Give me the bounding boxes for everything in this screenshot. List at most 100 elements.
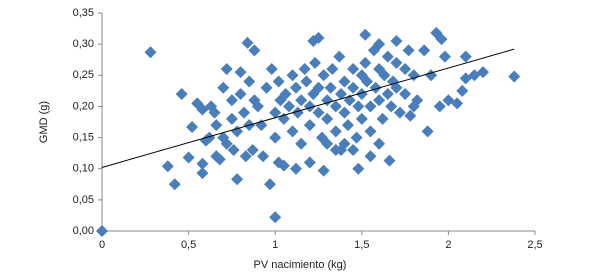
point: [381, 87, 394, 100]
point: [399, 63, 412, 76]
point: [248, 44, 261, 57]
point: [341, 119, 354, 132]
y-tick-label: 0,10: [73, 163, 94, 175]
point: [347, 144, 360, 157]
y-tick-label: 0,25: [73, 69, 94, 81]
point: [260, 81, 273, 94]
point: [435, 33, 448, 46]
point: [238, 106, 251, 119]
point: [257, 150, 270, 163]
point: [352, 162, 365, 175]
point: [208, 106, 221, 119]
point: [451, 97, 464, 110]
point: [376, 112, 389, 125]
point: [359, 28, 372, 41]
point: [433, 100, 446, 113]
point: [225, 94, 238, 107]
y-axis-label: GMD (g): [38, 101, 50, 143]
point: [347, 81, 360, 94]
point: [303, 100, 316, 113]
y-tick-label: 0,15: [73, 131, 94, 143]
point: [383, 154, 396, 167]
point: [161, 160, 174, 173]
y-tick-label: 0,30: [73, 38, 94, 50]
point: [283, 100, 296, 113]
point: [333, 50, 346, 63]
point: [269, 106, 282, 119]
point: [303, 156, 316, 169]
point: [289, 162, 302, 175]
x-tick-label: 1: [272, 239, 278, 251]
point: [329, 125, 342, 138]
point: [196, 167, 209, 180]
point: [291, 106, 304, 119]
point: [324, 81, 337, 94]
point: [315, 131, 328, 144]
point: [277, 159, 290, 172]
point: [243, 75, 256, 88]
point: [360, 75, 373, 88]
point: [418, 44, 431, 57]
point: [385, 100, 398, 113]
point: [369, 81, 382, 94]
point: [312, 31, 325, 44]
point: [355, 87, 368, 100]
point: [168, 178, 181, 191]
point: [144, 46, 157, 59]
point: [508, 70, 521, 83]
point: [309, 56, 322, 69]
point: [335, 144, 348, 157]
point: [459, 50, 472, 63]
point: [335, 87, 348, 100]
point: [373, 137, 386, 150]
point: [231, 173, 244, 186]
point: [239, 150, 252, 163]
point: [213, 153, 226, 166]
point: [217, 81, 230, 94]
point: [347, 63, 360, 76]
point: [234, 66, 247, 79]
point: [286, 69, 299, 82]
x-axis-label: PV nacimiento (kg): [254, 259, 347, 271]
point: [390, 81, 403, 94]
point: [265, 63, 278, 76]
point: [399, 87, 412, 100]
point: [203, 131, 216, 144]
x-tick-label: 0: [99, 239, 105, 251]
point: [364, 100, 377, 113]
point: [286, 125, 299, 138]
point: [390, 56, 403, 69]
point: [317, 69, 330, 82]
point: [359, 56, 372, 69]
point: [227, 144, 240, 157]
point: [220, 137, 233, 150]
point: [277, 112, 290, 125]
point: [378, 69, 391, 82]
point: [355, 112, 368, 125]
point: [352, 100, 365, 113]
y-tick-label: 0,00: [73, 225, 94, 237]
point: [393, 106, 406, 119]
point: [338, 75, 351, 88]
point: [326, 63, 339, 76]
point: [329, 100, 342, 113]
point: [312, 81, 325, 94]
point: [317, 164, 330, 177]
point: [373, 94, 386, 107]
point: [338, 106, 351, 119]
point: [425, 69, 438, 82]
point: [279, 87, 292, 100]
point: [225, 112, 238, 125]
point: [248, 94, 261, 107]
point: [381, 50, 394, 63]
point: [295, 137, 308, 150]
point: [182, 151, 195, 164]
point: [321, 112, 334, 125]
point: [289, 81, 302, 94]
point: [456, 84, 469, 97]
point: [220, 63, 233, 76]
point: [246, 144, 259, 157]
point: [234, 87, 247, 100]
